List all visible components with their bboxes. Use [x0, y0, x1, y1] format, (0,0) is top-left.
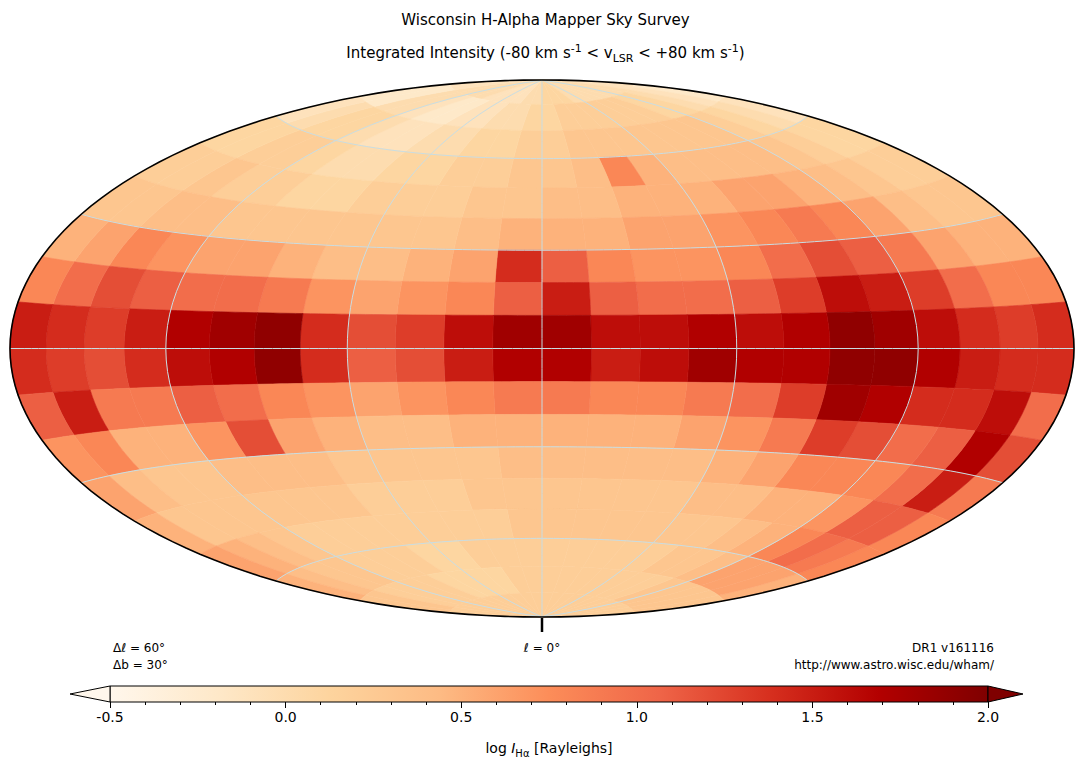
svg-text:log: log — [485, 740, 511, 756]
svg-text:< v: < v — [582, 44, 613, 62]
svg-text:http://www.astro.wisc.edu/wham: http://www.astro.wisc.edu/wham/ — [794, 658, 995, 672]
svg-text:): ) — [739, 44, 745, 62]
svg-text:0.5: 0.5 — [450, 709, 472, 725]
svg-text:-0.5: -0.5 — [96, 709, 123, 725]
svg-text:1.5: 1.5 — [801, 709, 823, 725]
svg-text:Integrated Intensity (-80 km s: Integrated Intensity (-80 km s — [346, 44, 571, 62]
svg-text:I: I — [511, 740, 516, 756]
svg-text:Δℓ = 60°: Δℓ = 60° — [113, 641, 165, 655]
svg-text:[Rayleighs]: [Rayleighs] — [529, 740, 612, 756]
svg-text:2.0: 2.0 — [977, 709, 999, 725]
svg-text:1.0: 1.0 — [626, 709, 648, 725]
svg-text:LSR: LSR — [613, 52, 634, 65]
svg-text:-1: -1 — [571, 42, 582, 55]
svg-text:Wisconsin H-Alpha Mapper Sky S: Wisconsin H-Alpha Mapper Sky Survey — [401, 11, 689, 29]
svg-text:ℓ = 0°: ℓ = 0° — [523, 641, 560, 655]
svg-text:-1: -1 — [728, 42, 739, 55]
svg-text:< +80 km s: < +80 km s — [633, 44, 728, 62]
svg-text:Δb = 30°: Δb = 30° — [113, 658, 168, 672]
svg-text:DR1 v161116: DR1 v161116 — [912, 641, 994, 655]
svg-text:0.0: 0.0 — [274, 709, 296, 725]
svg-text:Hα: Hα — [515, 748, 530, 759]
